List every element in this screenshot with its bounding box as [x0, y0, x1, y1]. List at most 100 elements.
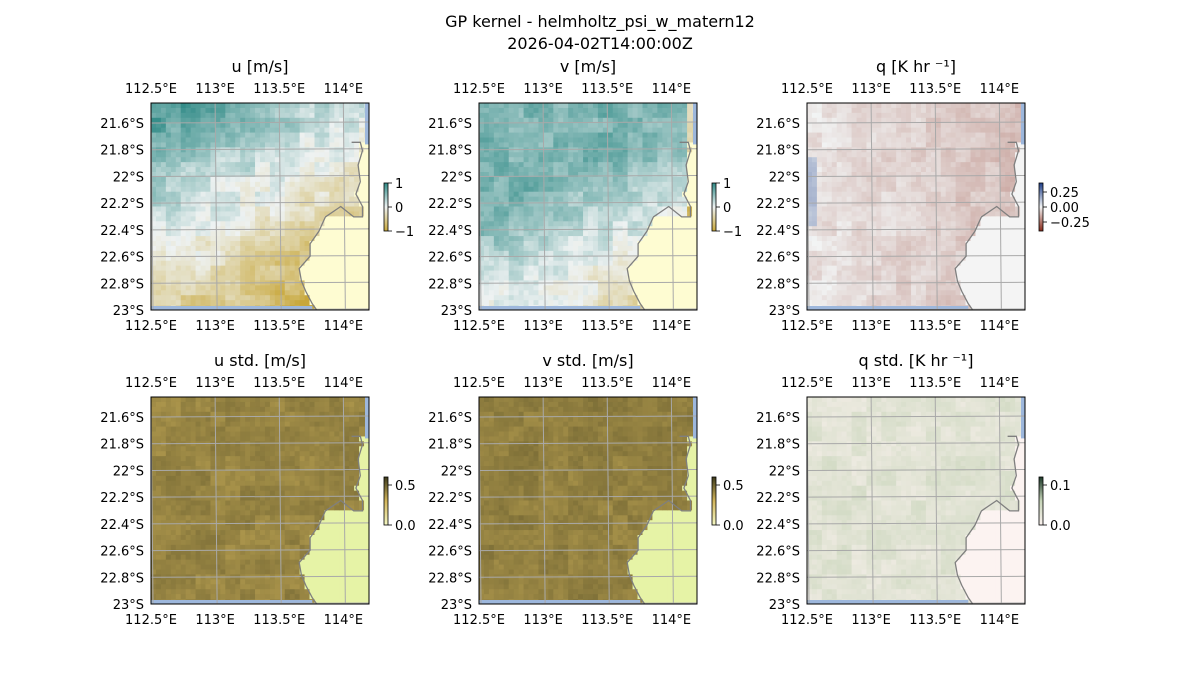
- heatmap-cell: [861, 181, 867, 188]
- heatmap-cell: [876, 122, 882, 129]
- heatmap-cell: [672, 221, 678, 227]
- heatmap-cell: [920, 176, 927, 183]
- heatmap-cell: [622, 142, 629, 148]
- heatmap-cell: [677, 167, 683, 173]
- heatmap-cell: [483, 167, 490, 173]
- heatmap-cell: [592, 231, 599, 237]
- heatmap-cell: [901, 231, 907, 237]
- heatmap-cell: [205, 221, 211, 227]
- heatmap-cell: [508, 152, 515, 158]
- heatmap-cell: [861, 201, 867, 207]
- heatmap-cell: [568, 152, 574, 158]
- heatmap-cell: [334, 127, 340, 133]
- heatmap-cell: [836, 265, 843, 271]
- heatmap-cell: [866, 231, 872, 237]
- heatmap-cell: [920, 103, 927, 109]
- heatmap-cell: [573, 241, 579, 247]
- heatmap-cell: [816, 167, 823, 173]
- heatmap-cell: [215, 181, 221, 188]
- heatmap-cell: [260, 206, 266, 212]
- panel-2: v [m/s]112.5°E112.5°E113°E113°E113.5°E11…: [428, 57, 742, 334]
- heatmap-cell: [642, 265, 648, 271]
- heatmap-cell: [319, 295, 325, 301]
- heatmap-cell: [543, 211, 549, 217]
- heatmap-cell: [672, 250, 678, 257]
- heatmap-cell: [807, 270, 813, 276]
- heatmap-cell: [573, 103, 579, 109]
- heatmap-cell: [334, 285, 340, 291]
- heatmap-cell: [861, 157, 867, 163]
- heatmap-cell: [210, 103, 216, 109]
- heatmap-cell: [200, 112, 206, 119]
- heatmap-cell: [627, 290, 633, 296]
- heatmap-cell: [826, 245, 833, 252]
- heatmap-cell: [160, 241, 167, 247]
- heatmap-cell: [637, 107, 643, 114]
- heatmap-cell: [210, 250, 216, 257]
- heatmap-cell: [692, 181, 698, 188]
- heatmap-cell: [205, 172, 211, 178]
- heatmap-cell: [826, 226, 833, 232]
- heatmap-cell: [662, 186, 668, 193]
- heatmap-cell: [930, 137, 937, 143]
- heatmap-cell: [498, 127, 505, 133]
- gridline-lon: [606, 102, 610, 311]
- heatmap-cell: [573, 206, 579, 212]
- heatmap-cell: [911, 152, 917, 158]
- heatmap-cell: [190, 206, 196, 212]
- heatmap-cell: [205, 112, 211, 119]
- heatmap-cell: [314, 245, 320, 252]
- heatmap-cell: [304, 265, 310, 271]
- heatmap-cell: [682, 265, 688, 271]
- heatmap-cell: [861, 137, 867, 143]
- heatmap-cell: [925, 211, 932, 217]
- heatmap-cell: [220, 147, 226, 153]
- heatmap-cell: [299, 132, 305, 138]
- heatmap-cell: [364, 152, 370, 158]
- heatmap-cell: [329, 221, 335, 227]
- heatmap-cell: [940, 201, 947, 207]
- heatmap-cell: [807, 236, 813, 242]
- heatmap-cell: [170, 176, 177, 183]
- heatmap-cell: [906, 226, 912, 232]
- heatmap-cell: [364, 216, 370, 222]
- heatmap-cell: [886, 157, 892, 163]
- heatmap-cell: [563, 137, 569, 143]
- heatmap-cell: [871, 112, 877, 119]
- heatmap-cell: [637, 216, 643, 222]
- heatmap-cell: [891, 201, 897, 207]
- heatmap-cell: [925, 191, 932, 198]
- heatmap-cell: [826, 112, 833, 119]
- heatmap-cell: [349, 231, 355, 237]
- heatmap-cell: [508, 270, 515, 276]
- heatmap-cell: [851, 191, 857, 198]
- heatmap-cell: [612, 245, 619, 252]
- heatmap-cell: [319, 112, 325, 119]
- heatmap-cell: [607, 255, 614, 262]
- heatmap-cell: [334, 172, 340, 178]
- heatmap-cell: [911, 231, 917, 237]
- heatmap-cell: [543, 201, 549, 207]
- heatmap-cell: [622, 241, 629, 247]
- heatmap-cell: [816, 250, 823, 257]
- heatmap-cell: [264, 117, 271, 124]
- heatmap-cell: [538, 201, 544, 207]
- heatmap-cell: [483, 245, 490, 252]
- heatmap-cell: [940, 157, 947, 163]
- heatmap-cell: [165, 241, 172, 247]
- heatmap-cell: [269, 176, 276, 183]
- heatmap-cell: [299, 295, 305, 301]
- heatmap-cell: [165, 181, 172, 188]
- heatmap-cell: [508, 162, 515, 168]
- heatmap-cell: [930, 132, 937, 138]
- heatmap-cell: [687, 295, 693, 301]
- heatmap-cell: [906, 196, 912, 202]
- heatmap-cell: [309, 206, 315, 212]
- heatmap-cell: [945, 201, 952, 207]
- heatmap-cell: [190, 216, 196, 222]
- heatmap-cell: [354, 295, 360, 301]
- heatmap-cell: [821, 255, 828, 262]
- heatmap-cell: [180, 122, 187, 129]
- heatmap-cell: [279, 196, 286, 202]
- heatmap-cell: [637, 132, 643, 138]
